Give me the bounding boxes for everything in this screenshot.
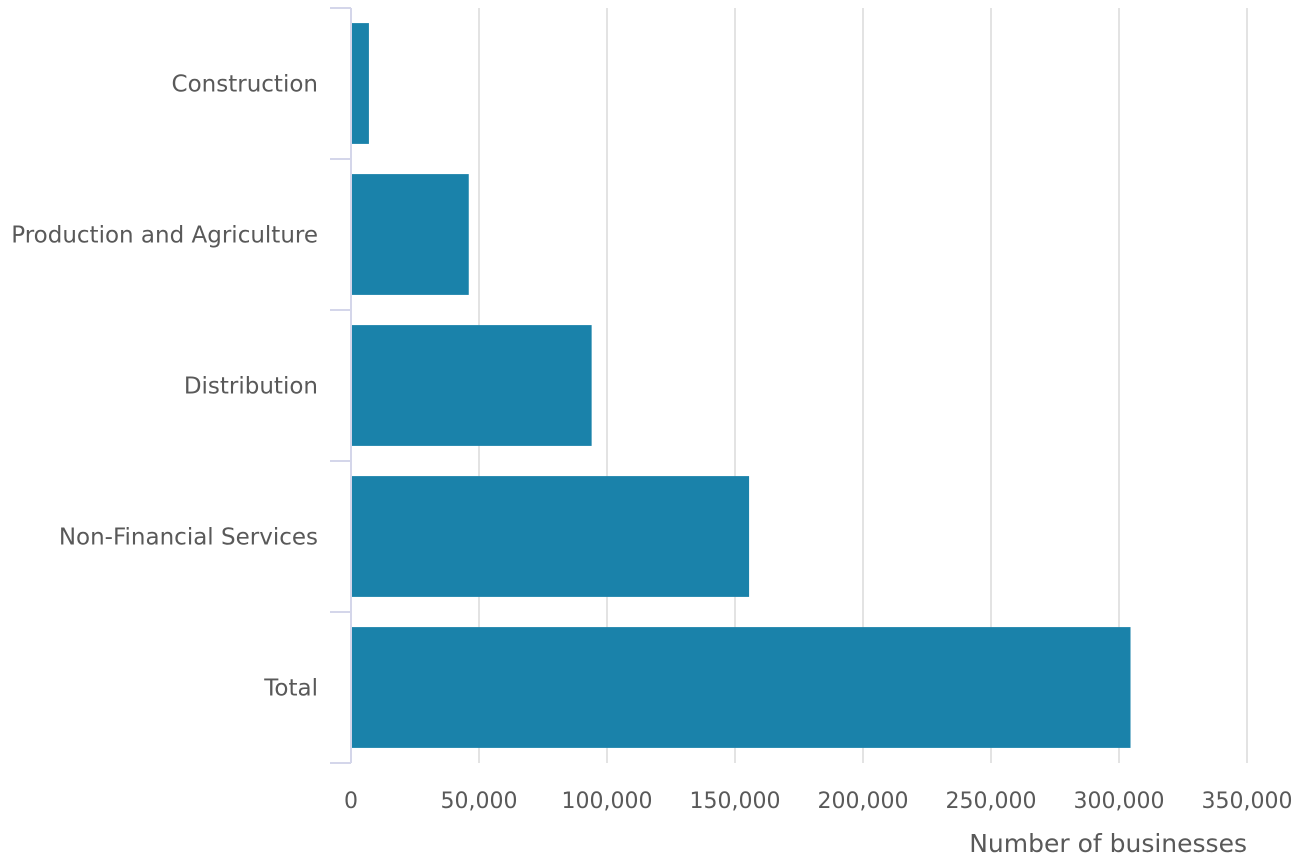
- x-tick-label: 250,000: [946, 789, 1037, 814]
- x-tick-label: 150,000: [690, 789, 781, 814]
- category-label: Distribution: [184, 374, 318, 400]
- x-tick-label: 300,000: [1074, 789, 1165, 814]
- bar-layer: [352, 23, 1131, 748]
- category-label: Production and Agriculture: [11, 223, 318, 249]
- x-tick-label: 200,000: [818, 789, 909, 814]
- bar-production-and-agriculture: [352, 174, 469, 295]
- x-axis-title: Number of businesses: [969, 829, 1247, 857]
- x-tick-label: 0: [344, 789, 358, 814]
- category-label: Total: [263, 676, 318, 702]
- x-tick-label: 350,000: [1202, 789, 1292, 814]
- grid-layer: [478, 8, 1248, 763]
- bar-total: [352, 627, 1131, 748]
- bar-distribution: [352, 325, 592, 446]
- bar-construction: [352, 23, 369, 144]
- bar-non-financial-services: [352, 476, 750, 597]
- label-layer: 0 50,000 100,000 150,000 200,000 250,000 300,0…: [11, 72, 1292, 815]
- x-tick-label: 50,000: [441, 789, 518, 814]
- x-tick-label: 100,000: [562, 789, 653, 814]
- axis-layer: [330, 7, 352, 764]
- category-label: Non-Financial Services: [59, 525, 318, 551]
- category-label: Construction: [172, 72, 318, 98]
